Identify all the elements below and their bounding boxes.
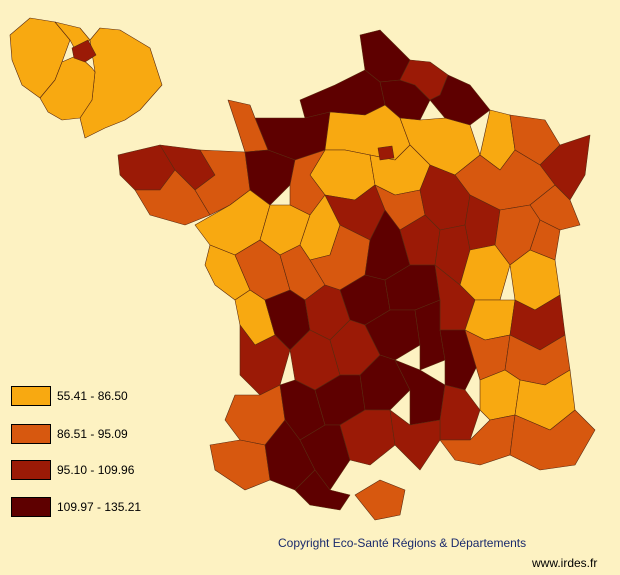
legend-item-class3: 95.10 - 109.96 <box>11 460 211 482</box>
copyright-text: Copyright Eco-Santé Régions & Départemen… <box>278 536 527 550</box>
legend-swatch <box>11 424 51 444</box>
legend-item-class4: 109.97 - 135.21 <box>11 497 211 519</box>
dept <box>377 145 395 161</box>
france-departments <box>117 29 596 521</box>
dept <box>354 479 406 521</box>
dept <box>479 369 521 421</box>
legend-label: 55.41 - 86.50 <box>57 389 128 403</box>
legend-swatch <box>11 460 51 480</box>
dept <box>439 384 481 441</box>
inset-dept-paris <box>71 39 97 63</box>
legend-label: 109.97 - 135.21 <box>57 500 142 514</box>
legend-label: 86.51 - 95.09 <box>57 427 128 441</box>
dept <box>209 439 271 491</box>
dept <box>239 324 291 396</box>
inset-dept <box>39 54 96 121</box>
legend-label: 95.10 - 109.96 <box>57 463 135 477</box>
legend-item-class2: 86.51 - 95.09 <box>11 424 211 446</box>
legend-item-class1: 55.41 - 86.50 <box>11 386 211 408</box>
dept <box>294 469 351 511</box>
website-link[interactable]: www.irdes.fr <box>532 556 598 570</box>
dept <box>299 69 386 119</box>
dept <box>509 409 596 471</box>
paris-inset <box>9 17 163 139</box>
legend-swatch <box>11 497 51 517</box>
legend-swatch <box>11 386 51 406</box>
